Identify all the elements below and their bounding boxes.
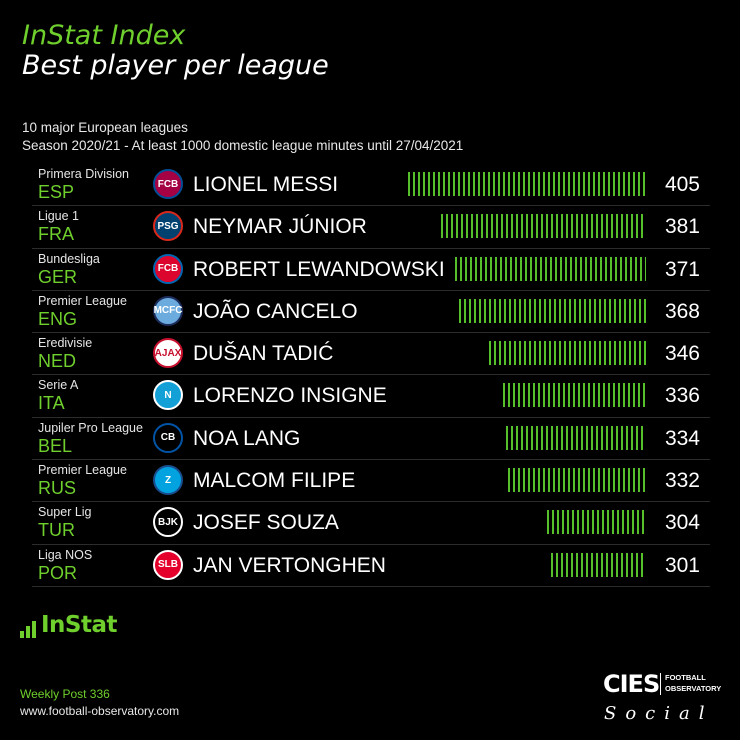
league-name: Super Lig xyxy=(38,505,92,520)
player-name: JOÃO CANCELO xyxy=(193,299,358,323)
cies-logo: CIES xyxy=(603,670,660,698)
player-name: JAN VERTONGHEN xyxy=(193,553,386,577)
score-bar xyxy=(458,298,646,323)
barcelona-crest-icon: FCB xyxy=(153,169,183,199)
league-name: Eredivisie xyxy=(38,336,93,351)
score-value: 336 xyxy=(664,384,700,408)
player-name: ROBERT LEWANDOWSKI xyxy=(193,257,445,281)
league-name: Liga NOS xyxy=(38,547,93,562)
ajax-crest-icon: AJAX xyxy=(153,338,183,369)
table-row: Super Lig TUR BJK JOSEF SOUZA 304 xyxy=(32,502,710,545)
table-row: Ligue 1 FRA PSG NEYMAR JÚNIOR 381 xyxy=(32,206,710,249)
league-name: Bundesliga xyxy=(38,251,100,266)
player-name: LIONEL MESSI xyxy=(193,173,339,196)
ranking-table: Primera Division ESP FCB LIONEL MESSI 405 Lig… xyxy=(32,164,710,587)
score-bar xyxy=(502,383,646,408)
table-row: Eredivisie NED AJAX DUŠAN TADIĆ 346 xyxy=(32,333,710,376)
besiktas-crest-icon: BJK xyxy=(153,507,183,538)
benfica-crest-icon: SLB xyxy=(153,549,183,580)
league-name: Serie A xyxy=(38,378,79,393)
table-row: Jupiler Pro League BEL CB NOA LANG 334 xyxy=(32,418,710,461)
instat-logo-text: InStat xyxy=(41,612,118,638)
country-code: TUR xyxy=(38,520,75,541)
club-brugge-crest-icon: CB xyxy=(153,422,183,453)
player-name: MALCOM FILIPE xyxy=(193,469,356,493)
country-code: BEL xyxy=(38,435,73,456)
score-bar xyxy=(408,172,646,196)
league-name: Premier League xyxy=(38,293,127,308)
football-observatory-line-2: OBSERVATORY xyxy=(665,684,722,693)
country-code: RUS xyxy=(38,478,77,499)
player-name: LORENZO INSIGNE xyxy=(193,384,387,408)
score-bar xyxy=(505,425,646,450)
score-bar xyxy=(441,214,646,239)
score-bar xyxy=(508,468,646,493)
score-value: 304 xyxy=(664,511,700,535)
country-code: ESP xyxy=(38,182,75,202)
score-value: 346 xyxy=(664,342,700,366)
country-code: GER xyxy=(38,266,78,287)
score-value: 334 xyxy=(664,426,700,450)
country-code: ITA xyxy=(38,393,65,414)
league-name: Jupiler Pro League xyxy=(38,420,143,435)
player-name: JOSEF SOUZA xyxy=(193,511,339,535)
score-value: 332 xyxy=(664,469,700,493)
zenit-crest-icon: Z xyxy=(153,465,183,496)
score-bar xyxy=(551,552,646,577)
logo-divider xyxy=(660,673,661,695)
website-link[interactable]: www.football-observatory.com xyxy=(20,704,180,718)
league-name: Premier League xyxy=(38,463,127,478)
player-name: DUŠAN TADIĆ xyxy=(193,342,334,366)
country-code: FRA xyxy=(38,224,74,245)
table-row: Bundesliga GER FCB ROBERT LEWANDOWSKI 371 xyxy=(32,249,710,291)
table-row: Primera Division ESP FCB LIONEL MESSI 405 xyxy=(32,164,710,207)
player-name: NOA LANG xyxy=(193,426,301,450)
score-bar xyxy=(489,341,646,366)
man-city-crest-icon: MCFC xyxy=(153,295,183,326)
country-code: NED xyxy=(38,351,77,372)
football-observatory-line-1: FOOTBALL xyxy=(665,673,706,682)
psg-crest-icon: PSG xyxy=(153,211,183,242)
table-row: Liga NOS POR SLB JAN VERTONGHEN 301 xyxy=(32,545,710,587)
league-name: Ligue 1 xyxy=(38,209,80,224)
country-code: ENG xyxy=(38,308,78,329)
score-value: 368 xyxy=(664,299,700,323)
player-name: NEYMAR JÚNIOR xyxy=(193,215,367,239)
instat-logo: InStat xyxy=(20,612,118,638)
instat-bars-icon xyxy=(20,621,38,638)
table-row: Premier League RUS Z MALCOM FILIPE 332 xyxy=(32,460,710,503)
description-line-2: Season 2020/21 - At least 1000 domestic … xyxy=(22,138,464,153)
napoli-crest-icon: N xyxy=(153,380,183,411)
score-bar xyxy=(546,510,646,535)
chart-subtitle: Best player per league xyxy=(22,50,329,81)
score-value: 301 xyxy=(664,553,700,577)
league-name: Primera Division xyxy=(38,167,129,181)
score-value: 405 xyxy=(664,173,700,196)
score-value: 371 xyxy=(664,257,700,281)
score-bar xyxy=(454,256,646,281)
weekly-post-label: Weekly Post 336 xyxy=(20,687,110,701)
chart-title: InStat Index xyxy=(22,20,186,51)
table-row: Serie A ITA N LORENZO INSIGNE 336 xyxy=(32,375,710,418)
social-label: Social xyxy=(604,703,714,724)
country-code: POR xyxy=(38,562,78,583)
score-value: 381 xyxy=(664,215,700,239)
description-line-1: 10 major European leagues xyxy=(22,120,188,135)
table-row: Premier League ENG MCFC JOÃO CANCELO 368 xyxy=(32,291,710,334)
bayern-crest-icon: FCB xyxy=(153,253,183,284)
